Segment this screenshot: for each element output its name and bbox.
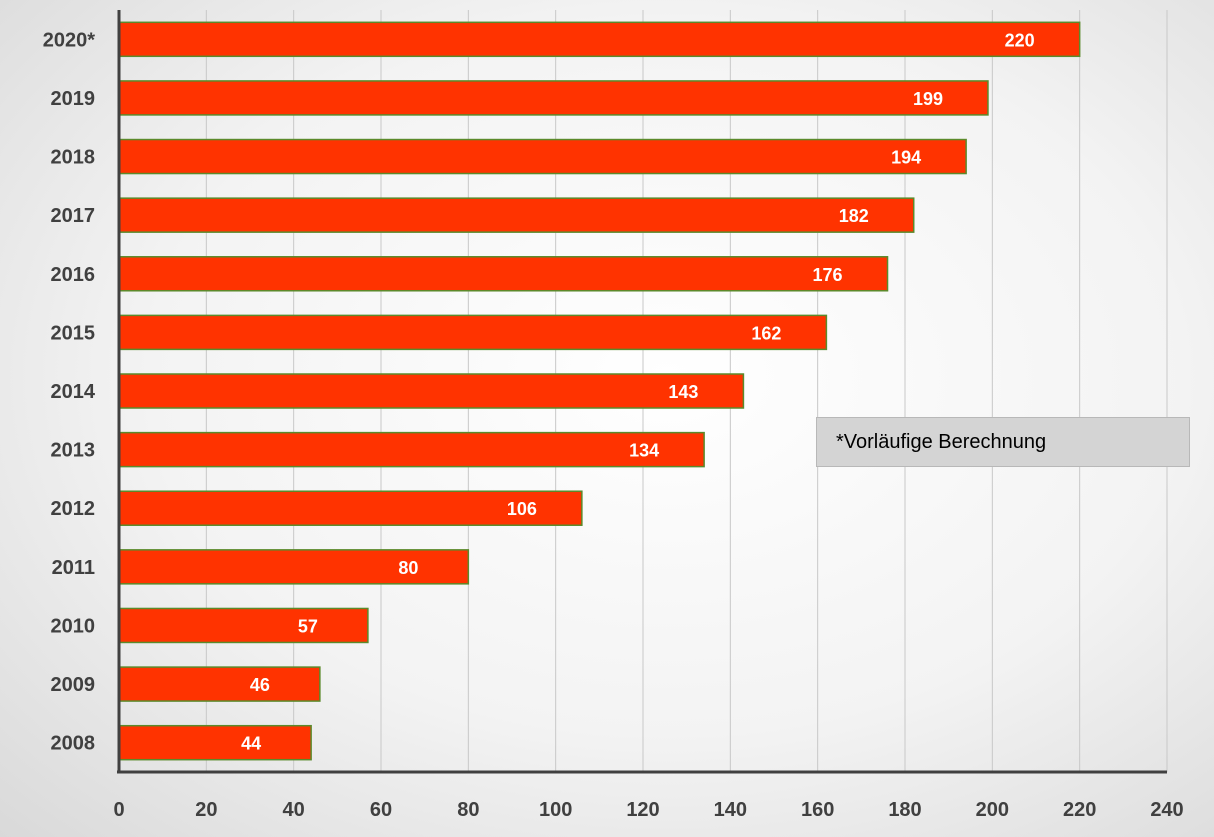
category-label-2017: 2017 xyxy=(51,205,96,227)
x-tick-label-200: 200 xyxy=(976,799,1009,821)
x-tick-label-180: 180 xyxy=(888,799,921,821)
x-tick-label-100: 100 xyxy=(539,799,572,821)
x-tick-label-240: 240 xyxy=(1150,799,1183,821)
bar-2015 xyxy=(118,314,828,351)
category-label-2009: 2009 xyxy=(51,674,96,696)
x-tick-label-80: 80 xyxy=(457,799,479,821)
bar-2009 xyxy=(118,666,321,702)
bar-2013 xyxy=(118,431,705,468)
bar-2008 xyxy=(118,724,312,761)
value-label-2012: 106 xyxy=(507,499,537,519)
x-tick-label-0: 0 xyxy=(113,799,124,821)
x-tick-label-160: 160 xyxy=(801,799,834,821)
category-label-2013: 2013 xyxy=(51,440,96,462)
x-tick-label-40: 40 xyxy=(283,799,305,821)
x-tick-label-20: 20 xyxy=(195,799,217,821)
bar-2018 xyxy=(118,138,967,175)
category-label-2010: 2010 xyxy=(51,615,96,637)
bar-2017 xyxy=(118,197,915,233)
value-label-2016: 176 xyxy=(813,265,843,285)
value-label-2018: 194 xyxy=(891,148,921,168)
category-label-2019: 2019 xyxy=(51,88,96,110)
bar-2016 xyxy=(118,256,889,292)
annotation-text: *Vorläufige Berechnung xyxy=(836,430,1047,453)
x-tick-label-220: 220 xyxy=(1063,799,1096,821)
category-label-2011: 2011 xyxy=(52,557,95,579)
category-label-2020*: 2020* xyxy=(43,29,95,51)
x-tick-label-140: 140 xyxy=(714,799,747,821)
x-tick-label-120: 120 xyxy=(626,799,659,821)
bar-2012 xyxy=(118,490,583,526)
annotation-box: *Vorläufige Berechnung xyxy=(816,417,1190,467)
category-label-2018: 2018 xyxy=(51,147,96,169)
bar-2014 xyxy=(118,373,745,409)
bar-2010 xyxy=(118,607,369,644)
value-label-2014: 143 xyxy=(668,382,698,402)
value-label-2011: 80 xyxy=(398,558,418,578)
value-label-2013: 134 xyxy=(629,441,659,461)
value-label-2020*: 220 xyxy=(1005,30,1035,50)
category-label-2008: 2008 xyxy=(51,733,96,755)
category-label-2012: 2012 xyxy=(51,498,96,520)
value-label-2010: 57 xyxy=(298,616,318,636)
x-tick-label-60: 60 xyxy=(370,799,392,821)
category-label-2015: 2015 xyxy=(51,322,96,344)
value-label-2019: 199 xyxy=(913,89,943,109)
value-label-2008: 44 xyxy=(241,734,261,754)
category-label-2014: 2014 xyxy=(51,381,96,403)
value-label-2009: 46 xyxy=(250,675,270,695)
value-label-2015: 162 xyxy=(751,323,781,343)
bar-2019 xyxy=(118,80,989,116)
bar-2020* xyxy=(118,21,1081,58)
category-label-2016: 2016 xyxy=(51,264,96,286)
value-label-2017: 182 xyxy=(839,206,869,226)
